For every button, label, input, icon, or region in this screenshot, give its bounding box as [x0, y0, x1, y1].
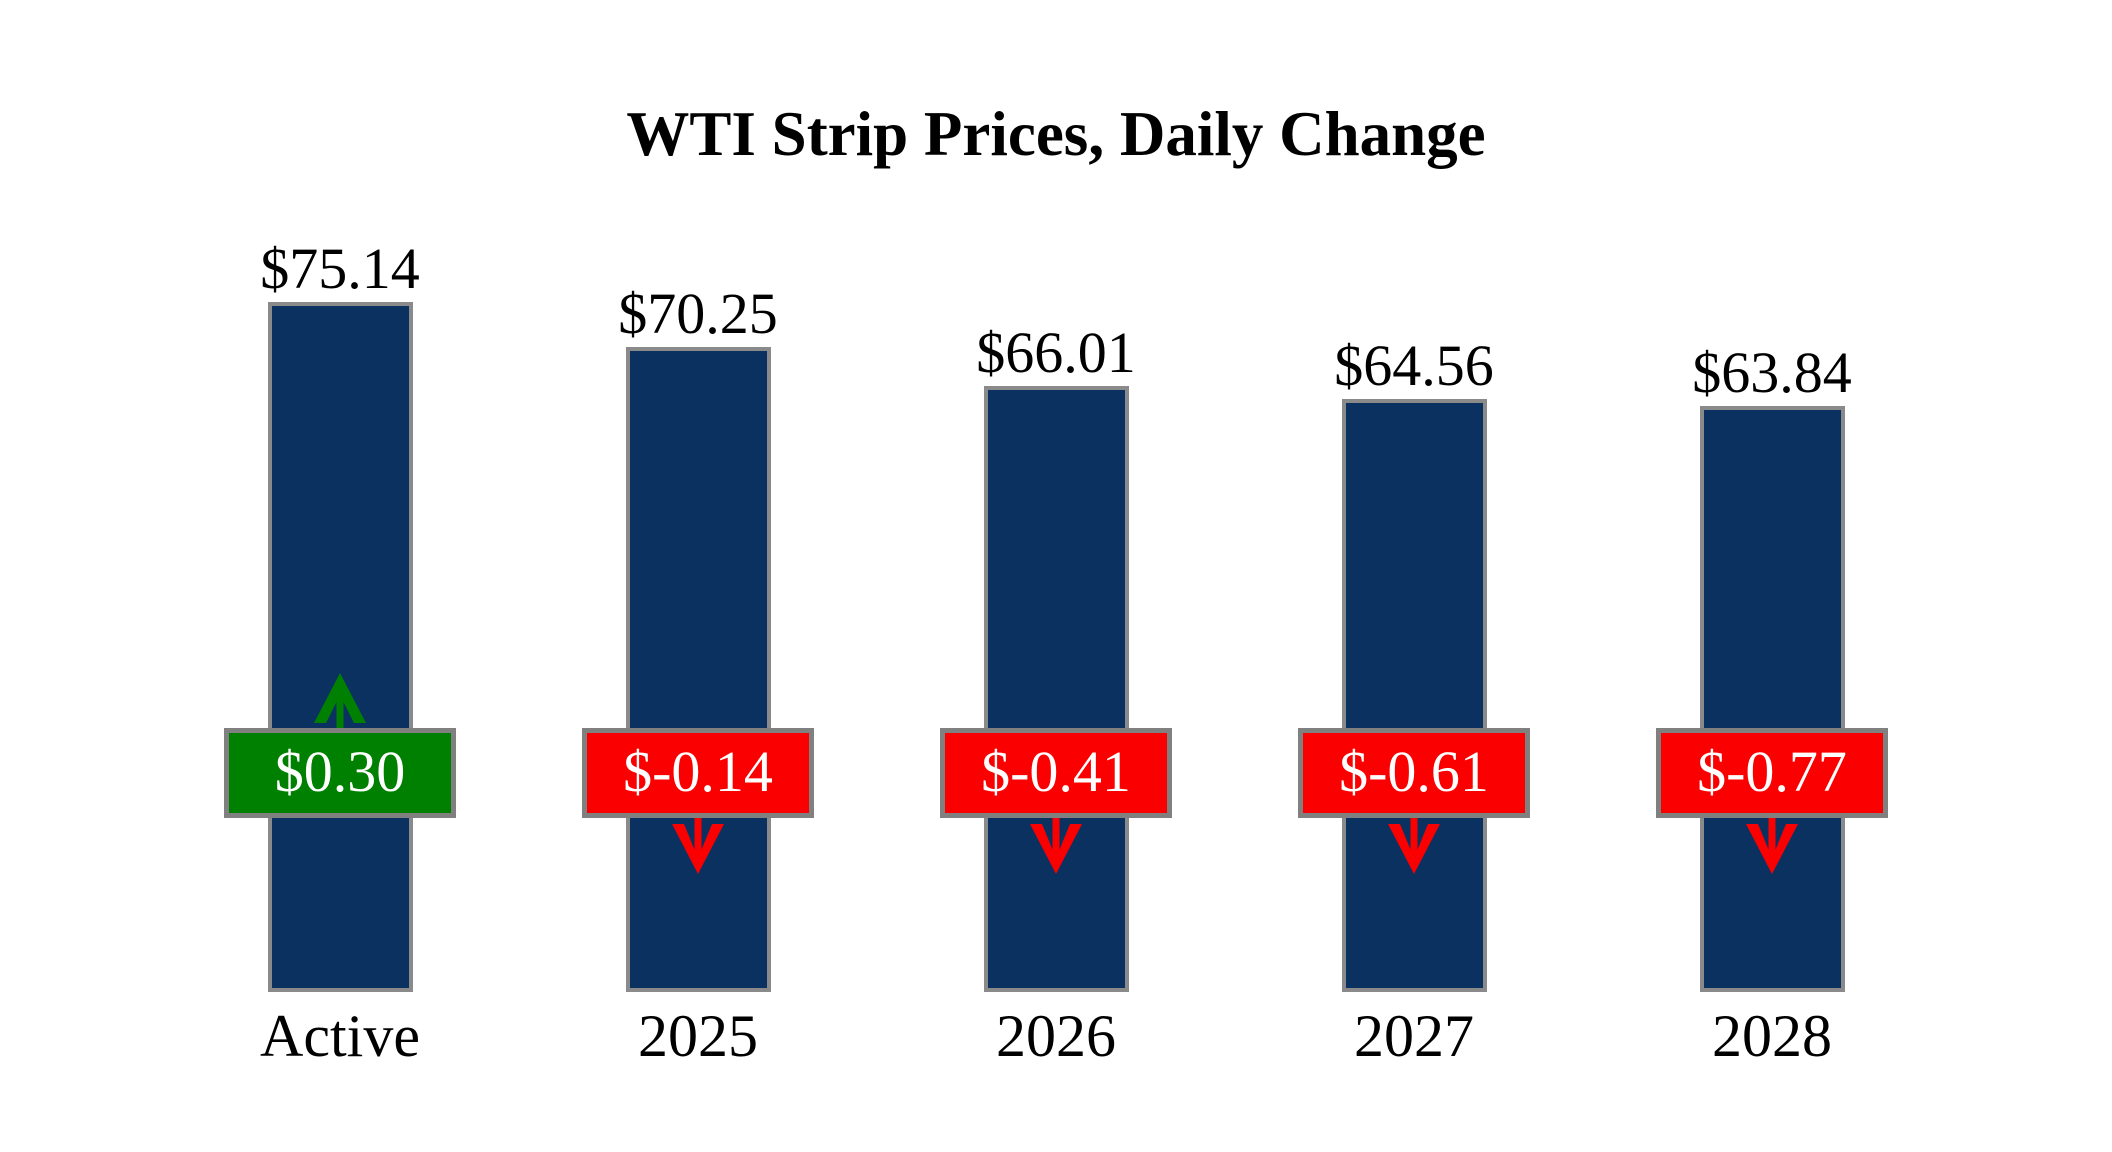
bar-value-label: $75.14 — [260, 236, 420, 301]
bar — [1341, 399, 1487, 992]
change-badge: $0.30 — [224, 728, 456, 818]
change-badge: $-0.77 — [1656, 728, 1888, 818]
bar-value-label: $66.01 — [976, 320, 1136, 385]
bar-value-label: $63.84 — [1692, 340, 1852, 405]
bar — [1699, 406, 1845, 992]
bar-category-label: 2026 — [996, 1003, 1116, 1069]
bar-category-label: 2027 — [1354, 1003, 1474, 1069]
bar — [983, 386, 1129, 992]
bar-category-label: 2025 — [638, 1003, 758, 1069]
bar-category-label: Active — [260, 1003, 420, 1069]
bar-category-label: 2028 — [1712, 1003, 1832, 1069]
bar-value-label: $70.25 — [618, 281, 778, 346]
down-arrow-icon — [1746, 818, 1798, 874]
down-arrow-icon — [1030, 818, 1082, 874]
change-badge: $-0.41 — [940, 728, 1172, 818]
bar — [267, 302, 413, 992]
down-arrow-icon — [1388, 818, 1440, 874]
bar-value-label: $64.56 — [1334, 333, 1494, 398]
change-badge: $-0.61 — [1298, 728, 1530, 818]
bar — [625, 347, 771, 992]
up-arrow-icon — [314, 673, 366, 729]
down-arrow-icon — [672, 818, 724, 874]
change-badge: $-0.14 — [582, 728, 814, 818]
chart-title: WTI Strip Prices, Daily Change — [626, 99, 1486, 169]
